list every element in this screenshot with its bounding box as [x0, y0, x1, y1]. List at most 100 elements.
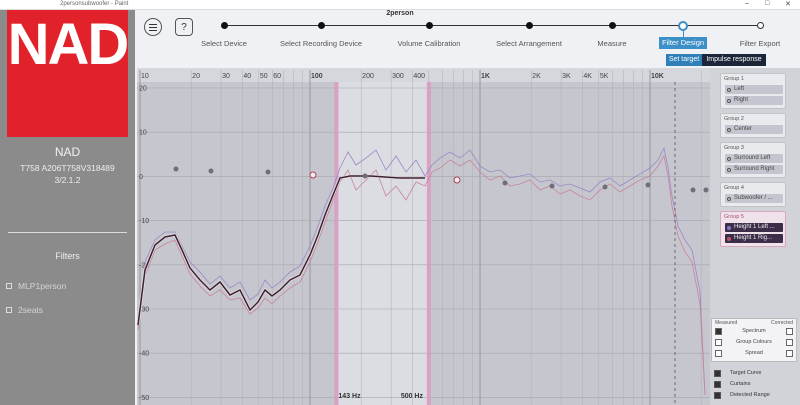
- option-checkbox[interactable]: [714, 370, 721, 377]
- channel-name[interactable]: Right: [734, 97, 749, 103]
- curtain-handle[interactable]: [334, 82, 339, 405]
- step-dot-future[interactable]: [756, 22, 764, 29]
- menu-icon-bar: [149, 24, 157, 25]
- step-label[interactable]: Select Recording Device: [279, 39, 363, 48]
- help-button[interactable]: ?: [175, 18, 193, 36]
- channel-button[interactable]: Right: [725, 96, 783, 105]
- y-axis-label: -50: [139, 395, 149, 402]
- logo: NAD: [7, 10, 129, 137]
- target-point[interactable]: [173, 166, 179, 172]
- channel-button[interactable]: Surround Right: [725, 165, 783, 174]
- filter-name[interactable]: MLP1person: [18, 281, 67, 291]
- target-point[interactable]: [309, 171, 317, 179]
- x-axis-label: 50: [260, 73, 268, 80]
- impulse-response-button[interactable]: Impulse response: [702, 54, 766, 66]
- step-dot[interactable]: [608, 22, 616, 29]
- target-point[interactable]: [208, 168, 214, 174]
- target-point[interactable]: [690, 187, 696, 193]
- step-label-active[interactable]: Filter Design: [659, 37, 707, 49]
- target-point[interactable]: [549, 183, 555, 189]
- channel-name[interactable]: Height 1 Left ...: [734, 224, 775, 230]
- x-axis-label: 10: [141, 73, 149, 80]
- step-dot[interactable]: [525, 22, 533, 29]
- window-control[interactable]: ✕: [785, 1, 791, 8]
- channel-button[interactable]: Height 1 Left ...: [725, 223, 783, 232]
- filter-checkbox[interactable]: [6, 283, 12, 289]
- checkbox-corrected[interactable]: [786, 350, 793, 357]
- x-axis-label: 20: [192, 73, 200, 80]
- group-title: Group 1: [724, 76, 744, 82]
- filter-checkbox[interactable]: [6, 307, 12, 313]
- option-label[interactable]: Curtains: [730, 381, 751, 387]
- target-point[interactable]: [265, 169, 271, 175]
- window-control[interactable]: □: [765, 0, 770, 7]
- x-axis-label: 40: [243, 73, 251, 80]
- channel-name[interactable]: Center: [734, 126, 753, 132]
- channel-name[interactable]: Height 1 Rig...: [734, 235, 773, 241]
- option-checkbox[interactable]: [714, 381, 721, 388]
- divider: [8, 232, 127, 233]
- step-label[interactable]: Measure: [597, 39, 627, 48]
- step-label[interactable]: Filter Export: [739, 39, 781, 48]
- checkbox-corrected[interactable]: [786, 339, 793, 346]
- checkbox-measured[interactable]: [715, 328, 722, 335]
- x-axis-label: 5K: [600, 73, 609, 80]
- x-axis-label: 3K: [562, 73, 571, 80]
- channel-button[interactable]: Subwoofer / ...: [725, 194, 783, 203]
- y-axis-label: 0: [139, 174, 143, 181]
- target-point[interactable]: [645, 182, 651, 188]
- channel-name[interactable]: Left: [734, 86, 745, 92]
- target-curve: [137, 175, 425, 326]
- x-axis-label: 4K: [583, 73, 592, 80]
- channel-name[interactable]: Surround Left: [734, 155, 771, 161]
- step-line: [224, 25, 760, 26]
- channel-button[interactable]: Left: [725, 85, 783, 94]
- curtain-handle[interactable]: [426, 82, 431, 405]
- step-dot-active[interactable]: [678, 21, 688, 31]
- filters-title: Filters: [55, 251, 80, 261]
- checkbox-corrected[interactable]: [786, 328, 793, 335]
- step-dot[interactable]: [425, 22, 433, 29]
- channel-dot: [727, 156, 731, 161]
- target-point[interactable]: [362, 173, 368, 179]
- step-label[interactable]: Select Device: [201, 39, 247, 48]
- target-point[interactable]: [703, 187, 709, 193]
- x-axis-label: 60: [273, 73, 281, 80]
- window-control[interactable]: –: [745, 0, 749, 7]
- group-box[interactable]: Group 5 Height 1 Left ... Height 1 Rig...: [720, 211, 786, 247]
- channel-button[interactable]: Center: [725, 125, 783, 134]
- menu-button[interactable]: [144, 18, 162, 36]
- channel-button[interactable]: Height 1 Rig...: [725, 234, 783, 243]
- channel-name[interactable]: Subwoofer / ...: [734, 195, 773, 201]
- target-point[interactable]: [502, 180, 508, 186]
- device-model: T758 A206T758V318489: [20, 163, 115, 173]
- set-target-button[interactable]: Set target: [666, 54, 702, 66]
- y-axis-label: -10: [139, 218, 149, 225]
- step-dot[interactable]: [220, 22, 228, 29]
- target-point[interactable]: [602, 184, 608, 190]
- checkbox-measured[interactable]: [715, 350, 722, 357]
- channel-dot: [727, 127, 731, 132]
- channel-button[interactable]: Surround Left: [725, 154, 783, 163]
- option-label[interactable]: Target Curve: [730, 370, 762, 376]
- title-bar: [0, 0, 800, 10]
- channel-name[interactable]: Surround Right: [734, 166, 775, 172]
- group-title: Group 5: [724, 214, 744, 220]
- checkbox-measured[interactable]: [715, 339, 722, 346]
- option-label[interactable]: Detected Range: [730, 392, 770, 398]
- group-box[interactable]: Group 3 Surround Left Surround Right: [720, 142, 786, 178]
- group-box[interactable]: Group 1 Left Right: [720, 73, 786, 109]
- step-label[interactable]: Volume Calibration: [397, 39, 461, 48]
- session-title: 2person: [386, 10, 414, 17]
- step-label[interactable]: Select Arrangement: [496, 39, 562, 48]
- option-checkbox[interactable]: [714, 392, 721, 399]
- menu-icon-bar: [149, 30, 157, 31]
- passband-region: [336, 82, 429, 405]
- step-dot[interactable]: [317, 22, 325, 29]
- group-box[interactable]: Group 4 Subwoofer / ...: [720, 182, 786, 207]
- target-point[interactable]: [453, 176, 461, 184]
- group-box[interactable]: Group 2 Center: [720, 113, 786, 138]
- filter-name[interactable]: 2seats: [18, 305, 44, 315]
